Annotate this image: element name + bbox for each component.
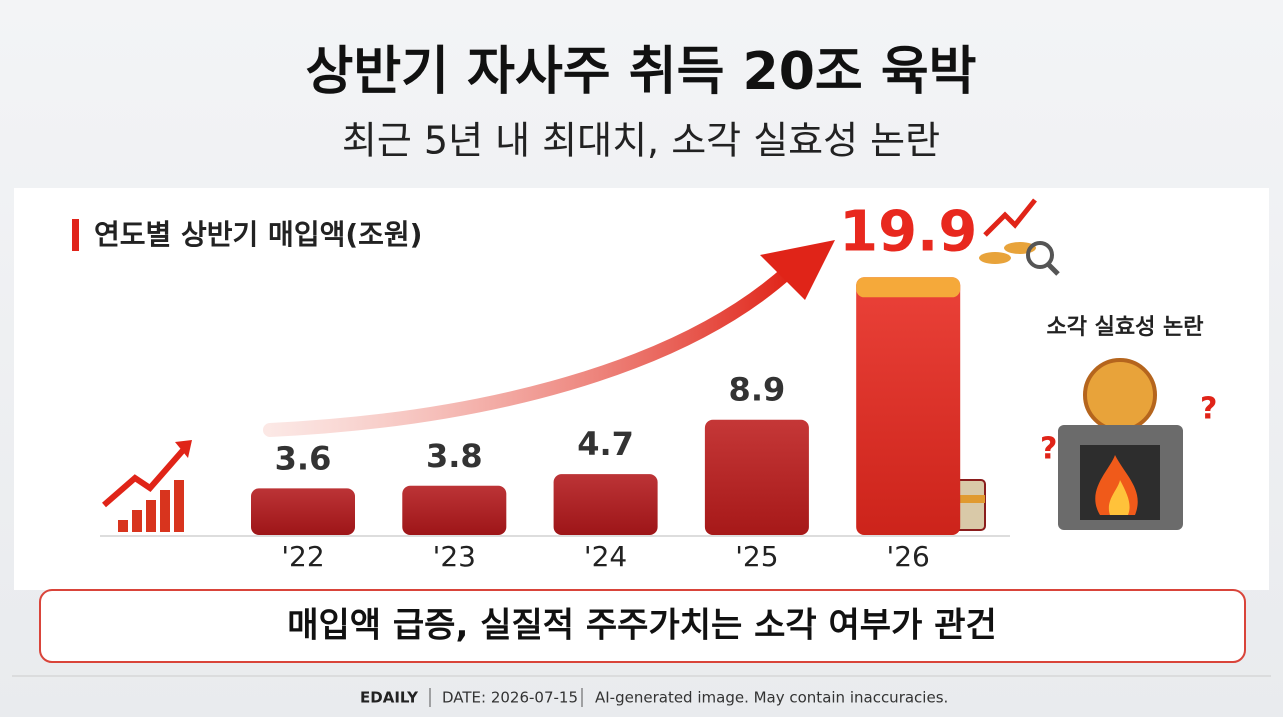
footer-date: DATE: 2026-07-15 (442, 689, 578, 707)
banner-text: 매입액 급증, 실질적 주주가치는 소각 여부가 관건 (287, 606, 997, 646)
growth-icon (102, 440, 192, 532)
svg-text:?: ? (1040, 432, 1057, 467)
bar-shade (402, 485, 507, 535)
x-tick-label: '22 (281, 540, 324, 573)
value-label: 3.6 (275, 439, 332, 477)
svg-text:?: ? (1200, 392, 1217, 427)
trend-arrow (263, 263, 797, 437)
x-tick-label: '25 (735, 540, 778, 573)
fireplace-icon: ? ? (1040, 358, 1217, 530)
bar-shade (704, 419, 809, 535)
x-tick-label: '24 (584, 540, 627, 573)
side-note: 소각 실효성 논란 (1047, 315, 1204, 340)
trend-arrowhead (760, 240, 835, 300)
footer-disclaimer: AI-generated image. May contain inaccura… (595, 689, 948, 707)
value-label: 4.7 (577, 425, 634, 463)
x-tick-label: '23 (433, 540, 476, 573)
coins-icon (979, 198, 1060, 276)
banner-box (39, 589, 1246, 663)
bar-shade (856, 277, 961, 535)
x-tick-label: '26 (887, 540, 930, 573)
chart-title: 상반기 자사주 취득 20조 육박 (305, 42, 976, 102)
title-marker (72, 219, 79, 251)
value-label: 3.8 (426, 437, 483, 475)
chart-section-title: 연도별 상반기 매입액(조원) (94, 218, 422, 251)
value-label: 8.9 (729, 371, 786, 409)
bar-shade (251, 488, 355, 535)
value-label: 19.9 (839, 199, 977, 264)
footer-source: EDAILY (360, 689, 419, 707)
bar-cap (856, 277, 961, 298)
bar-shade (553, 474, 658, 535)
chart-subtitle: 최근 5년 내 최대치, 소각 실효성 논란 (342, 119, 940, 163)
